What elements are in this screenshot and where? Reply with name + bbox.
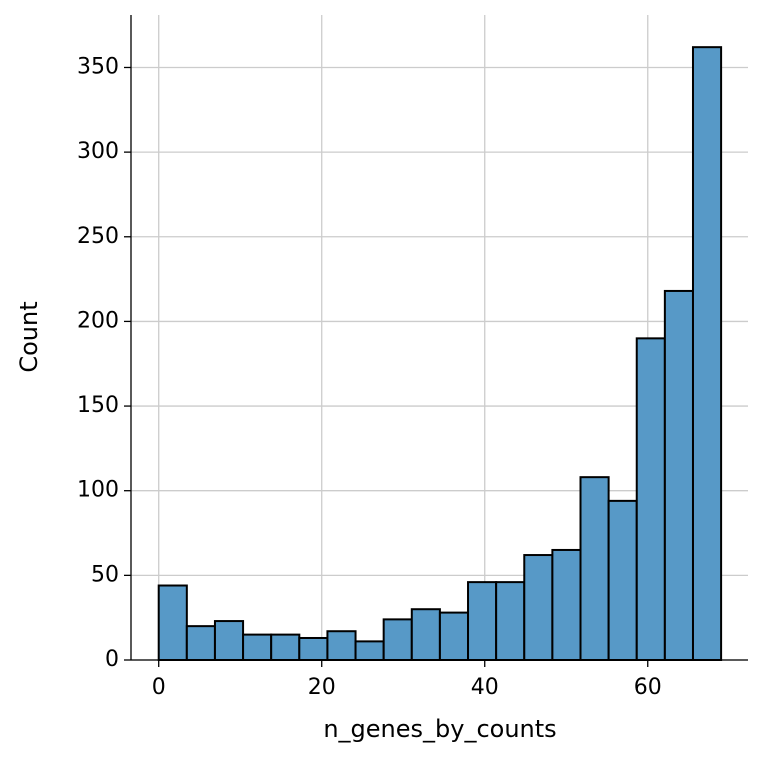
bar <box>551 548 582 661</box>
x-axis-label: n_genes_by_counts <box>323 715 556 743</box>
bar <box>326 630 357 661</box>
bar <box>438 611 470 662</box>
y-tick-label: 50 <box>91 562 119 587</box>
y-tick-label: 200 <box>77 308 119 333</box>
y-tick-label: 100 <box>77 478 119 503</box>
bar <box>635 337 666 661</box>
y-tick-label: 300 <box>77 139 119 164</box>
bar <box>607 499 638 662</box>
y-tick-label: 150 <box>77 393 119 418</box>
bar <box>467 581 498 661</box>
bar <box>242 633 273 662</box>
bar <box>579 476 610 661</box>
bar <box>382 618 413 661</box>
x-tick-label: 0 <box>152 675 166 700</box>
bar <box>270 633 301 662</box>
bar <box>523 554 554 661</box>
x-tick-label: 20 <box>308 675 336 700</box>
x-tick-label: 60 <box>634 675 662 700</box>
y-tick-label: 250 <box>77 224 119 249</box>
x-tick-label: 40 <box>471 675 499 700</box>
bar <box>298 636 329 661</box>
y-axis-label: Count <box>15 301 43 372</box>
bar <box>354 640 385 661</box>
bar <box>495 581 526 661</box>
bar <box>185 625 216 661</box>
bar <box>691 46 723 662</box>
bar <box>663 289 694 661</box>
y-tick-label: 350 <box>77 54 119 79</box>
bar <box>157 584 188 662</box>
bar <box>213 620 245 661</box>
bar <box>410 608 441 661</box>
y-tick-label: 0 <box>105 647 119 672</box>
